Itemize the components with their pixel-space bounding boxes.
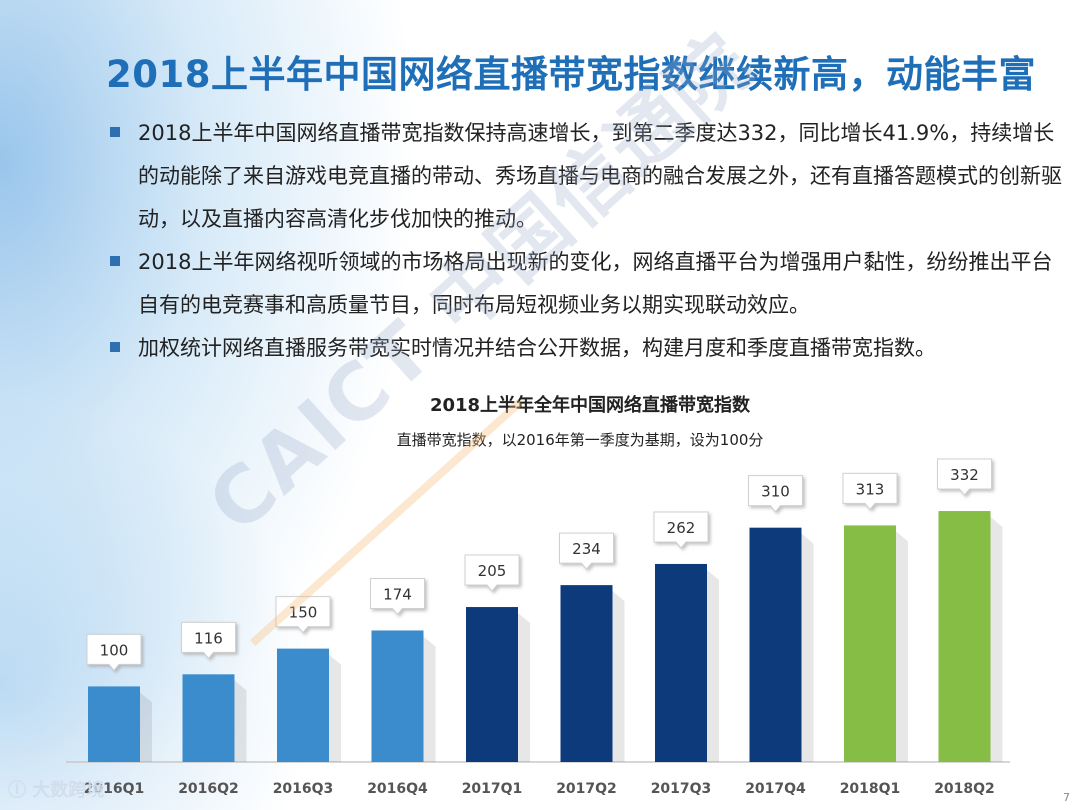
data-label-box xyxy=(748,475,803,513)
data-label-box xyxy=(464,554,520,592)
bar-shadow xyxy=(990,517,1003,762)
bar-2018Q1 xyxy=(844,525,896,762)
x-tick-label: 2017Q1 xyxy=(462,781,523,797)
x-tick-label: 2017Q2 xyxy=(556,781,617,797)
bar-shadow xyxy=(140,692,152,762)
x-tick-label: 2016Q3 xyxy=(273,781,334,797)
data-label: 205 xyxy=(478,562,507,580)
bar-shadow xyxy=(801,533,814,762)
bullet-text: 加权统计网络直播服务带宽实时情况并结合公开数据，构建月度和季度直播带宽指数。 xyxy=(138,336,936,360)
data-label-box xyxy=(181,621,236,660)
brand-logo-text: 大数跨境 xyxy=(32,780,105,801)
x-tick-label: 2016Q1 xyxy=(84,781,145,797)
x-tick-label: 2017Q3 xyxy=(651,781,712,797)
bullet-square-icon xyxy=(110,342,120,352)
x-tick-label: 2016Q4 xyxy=(367,781,428,797)
data-label: 150 xyxy=(289,604,318,622)
bar-shadow xyxy=(896,531,908,762)
bar-2017Q3 xyxy=(655,563,707,762)
data-label-box xyxy=(370,577,425,616)
bullet-item: 2018上半年中国网络直播带宽指数保持高速增长，到第二季度达332，同比增长41… xyxy=(108,112,1068,241)
bar-2018Q2 xyxy=(938,511,991,762)
chart-subtitle: 直播带宽指数，以2016年第一季度为基期，设为100分 xyxy=(396,431,764,449)
data-label: 174 xyxy=(383,585,412,603)
bar-shadow xyxy=(234,680,247,762)
bar-2017Q2 xyxy=(560,585,613,762)
bar-shadow xyxy=(612,591,625,762)
x-tick-label: 2016Q2 xyxy=(178,781,239,797)
data-label-box xyxy=(842,472,898,511)
bar-2016Q3 xyxy=(277,648,329,762)
x-tick-label: 2018Q2 xyxy=(934,781,995,797)
bullet-text: 2018上半年网络视听领域的市场格局出现新的变化，网络直播平台为增强用户黏性，纷… xyxy=(138,250,1053,317)
data-label: 100 xyxy=(100,641,129,659)
bullet-square-icon xyxy=(110,256,120,266)
bar-shadow xyxy=(518,613,530,762)
bullet-list: 2018上半年中国网络直播带宽指数保持高速增长，到第二季度达332，同比增长41… xyxy=(108,112,1068,370)
bar-shadow xyxy=(707,569,719,762)
bullet-item: 加权统计网络直播服务带宽实时情况并结合公开数据，构建月度和季度直播带宽指数。 xyxy=(108,327,1068,370)
page-number: 7 xyxy=(1063,791,1070,804)
bullet-square-icon xyxy=(110,127,120,137)
bar-2016Q4 xyxy=(371,630,424,762)
data-label-box xyxy=(275,596,331,634)
data-label: 116 xyxy=(194,629,223,647)
bullet-text: 2018上半年中国网络直播带宽指数保持高速增长，到第二季度达332，同比增长41… xyxy=(138,121,1062,231)
x-tick-label: 2017Q4 xyxy=(745,781,806,797)
bar-shadow xyxy=(423,636,436,762)
data-label-box xyxy=(86,633,142,672)
bullet-item: 2018上半年网络视听领域的市场格局出现新的变化，网络直播平台为增强用户黏性，纷… xyxy=(108,241,1068,327)
data-label: 262 xyxy=(667,519,696,537)
brand-logo: ⓛ 大数跨境 xyxy=(8,780,105,801)
bar-2017Q1 xyxy=(466,607,518,762)
bar-2016Q2 xyxy=(182,674,235,762)
data-label: 332 xyxy=(950,466,979,484)
bar-2017Q4 xyxy=(749,527,802,762)
bar-shadow xyxy=(329,654,341,762)
data-label-box xyxy=(937,458,992,496)
data-label: 310 xyxy=(761,483,790,501)
x-tick-label: 2018Q1 xyxy=(840,781,901,797)
data-label: 234 xyxy=(572,540,601,558)
chart-title: 2018上半年全年中国网络直播带宽指数 xyxy=(429,395,751,416)
slide-title: 2018上半年中国网络直播带宽指数继续新高，动能丰富 xyxy=(106,53,1036,96)
data-label-box xyxy=(559,532,614,570)
data-label: 313 xyxy=(856,480,885,498)
bar-2016Q1 xyxy=(88,686,140,762)
data-label-box xyxy=(653,511,709,549)
